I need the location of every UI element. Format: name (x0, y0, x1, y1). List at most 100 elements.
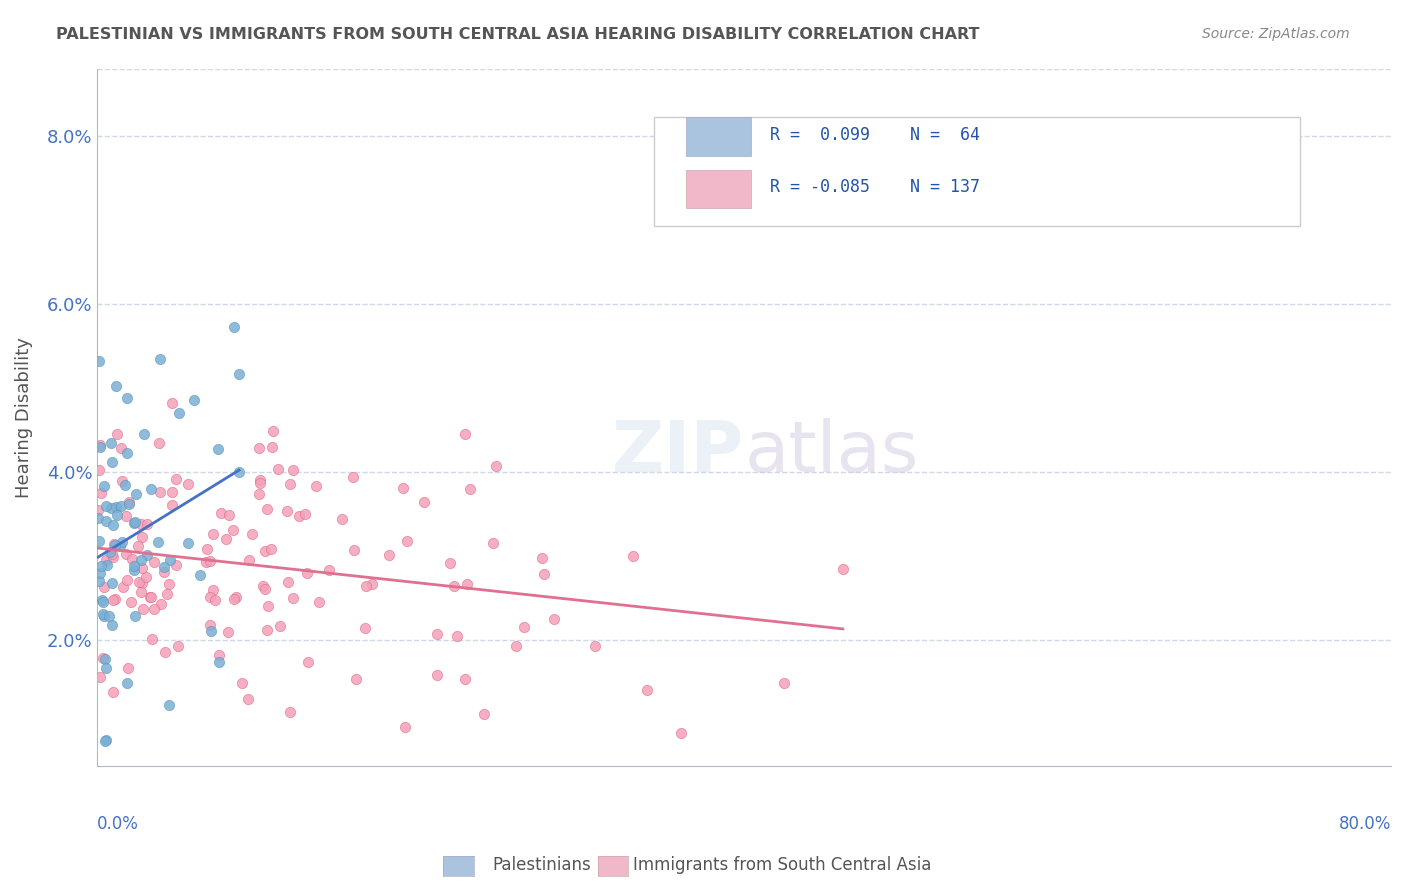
Point (104, 592, 127, 607)
Point (129, 516, 152, 531)
Point (253, 544, 276, 558)
Point (149, 485, 172, 500)
Point (512, 620, 534, 634)
Point (200, 618, 222, 632)
Point (131, 561, 153, 575)
Point (426, 668, 449, 682)
Point (87, 503, 110, 517)
Point (343, 543, 366, 558)
Point (531, 551, 554, 566)
Point (87, 463, 110, 477)
Point (93, 580, 115, 594)
Point (208, 655, 231, 669)
Point (240, 526, 263, 541)
Point (115, 676, 138, 690)
Point (198, 554, 221, 568)
Point (200, 590, 222, 604)
Point (378, 548, 401, 562)
Point (127, 540, 149, 554)
Point (217, 624, 239, 639)
Point (202, 527, 225, 541)
Point (200, 624, 222, 639)
Point (394, 720, 416, 734)
Point (308, 595, 330, 609)
Point (211, 506, 233, 520)
Point (157, 576, 180, 591)
Point (141, 632, 163, 647)
Point (98, 609, 121, 624)
Point (105, 500, 128, 514)
Point (91, 595, 114, 609)
Point (148, 436, 170, 450)
Point (481, 535, 503, 549)
Point (257, 599, 280, 613)
Text: Palestinians: Palestinians (492, 856, 591, 874)
Point (195, 555, 218, 569)
Point (278, 476, 301, 491)
Point (256, 501, 278, 516)
Point (150, 598, 173, 612)
Point (142, 602, 165, 616)
Point (87, 534, 110, 549)
Point (94, 661, 117, 675)
Point (277, 575, 299, 590)
Point (305, 479, 328, 493)
Point (120, 595, 142, 609)
Point (446, 629, 468, 643)
Point (87, 511, 110, 525)
Point (160, 396, 183, 410)
Point (129, 553, 152, 567)
Point (110, 540, 132, 554)
Point (225, 591, 247, 605)
Point (131, 601, 153, 615)
Point (330, 512, 353, 526)
Text: ZIP: ZIP (612, 417, 744, 487)
Point (215, 533, 238, 547)
Point (247, 441, 270, 455)
Point (117, 392, 139, 406)
Point (111, 580, 134, 594)
Point (160, 498, 183, 512)
Point (177, 536, 200, 550)
Point (165, 558, 187, 572)
Text: atlas: atlas (744, 417, 918, 487)
Point (280, 705, 302, 719)
Text: R =  0.099    N =  64: R = 0.099 N = 64 (770, 126, 980, 144)
FancyBboxPatch shape (654, 118, 1301, 226)
Point (122, 516, 145, 530)
Point (153, 560, 176, 574)
Point (231, 675, 253, 690)
Text: PALESTINIAN VS IMMIGRANTS FROM SOUTH CENTRAL ASIA HEARING DISABILITY CORRELATION: PALESTINIAN VS IMMIGRANTS FROM SOUTH CEN… (56, 27, 980, 42)
Point (105, 508, 128, 522)
Point (136, 517, 159, 532)
Point (167, 405, 190, 419)
Point (103, 537, 125, 551)
Point (146, 534, 169, 549)
Point (89, 574, 111, 588)
Text: Immigrants from South Central Asia: Immigrants from South Central Asia (633, 856, 931, 874)
Point (439, 556, 461, 570)
Point (208, 648, 231, 663)
Point (128, 574, 150, 589)
FancyBboxPatch shape (686, 169, 751, 208)
Point (136, 549, 159, 563)
Point (118, 495, 141, 509)
Point (110, 441, 132, 455)
Point (139, 590, 162, 604)
Point (426, 627, 449, 641)
Point (260, 440, 283, 454)
Point (111, 534, 134, 549)
Point (114, 477, 136, 491)
Point (222, 524, 245, 538)
Point (90, 593, 112, 607)
Point (505, 639, 527, 653)
Point (222, 591, 245, 606)
Point (103, 593, 125, 607)
Point (636, 682, 658, 697)
Point (190, 568, 212, 582)
Point (832, 562, 855, 576)
Point (103, 518, 125, 533)
Point (177, 477, 200, 491)
Point (460, 482, 482, 496)
Point (89, 353, 111, 368)
